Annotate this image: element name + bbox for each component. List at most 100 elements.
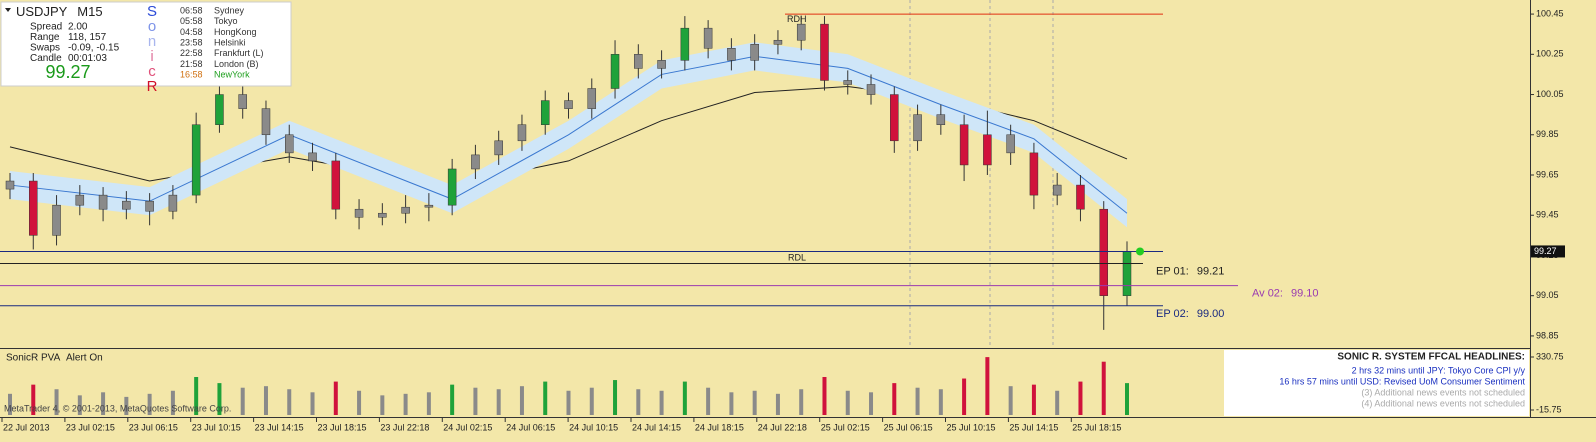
volume-bar xyxy=(287,389,292,415)
volume-bar xyxy=(985,357,990,415)
news-item: (4) Additional news events not scheduled xyxy=(1361,398,1525,408)
volume-bar xyxy=(752,390,757,415)
volume-bar xyxy=(636,389,641,415)
y-tick-label: 100.05 xyxy=(1536,89,1564,99)
bid-label: 99.27 xyxy=(1534,246,1557,256)
volume-bar xyxy=(380,395,385,415)
volume-bar xyxy=(613,380,618,415)
collapse-icon[interactable] xyxy=(5,8,11,12)
candle-body xyxy=(866,84,876,95)
x-tick-label: 25 Jul 14:15 xyxy=(1009,422,1058,432)
volume-bar xyxy=(1008,386,1013,415)
volume-bar xyxy=(450,384,455,415)
bid-dot xyxy=(1136,247,1144,256)
session-time: 21:58 xyxy=(180,59,203,69)
candle-body xyxy=(843,80,852,85)
level-name: RDL xyxy=(788,253,806,263)
bid-box xyxy=(1531,245,1565,258)
candle-body xyxy=(610,54,620,89)
volume-bar xyxy=(869,392,874,415)
volume-bar xyxy=(729,392,734,415)
news-item: 2 hrs 32 mins until JPY: Tokyo Core CPI … xyxy=(1352,365,1526,375)
candle-body xyxy=(168,194,178,212)
symbol: USDJPY M15 xyxy=(16,4,103,19)
candle-body xyxy=(238,94,247,109)
candle-body xyxy=(308,152,317,162)
session-city: Tokyo xyxy=(214,16,238,26)
volume-bar xyxy=(217,383,222,415)
candle-body xyxy=(1122,251,1132,296)
candle-body xyxy=(634,54,643,69)
info-label: Swaps xyxy=(30,43,60,54)
volume-bar xyxy=(240,387,245,415)
volume-bar xyxy=(426,392,431,415)
brand-letter: c xyxy=(148,63,156,80)
candle-body xyxy=(680,27,690,61)
volume-bar xyxy=(589,387,594,415)
volume-bar xyxy=(1031,384,1036,415)
candle-body xyxy=(959,124,969,166)
candle-body xyxy=(331,160,341,210)
news-item: (3) Additional news events not scheduled xyxy=(1361,387,1525,397)
candle-body xyxy=(890,94,899,142)
x-tick-label: 24 Jul 10:15 xyxy=(569,422,618,432)
candle-body xyxy=(983,134,992,166)
x-tick-label: 23 Jul 14:15 xyxy=(255,422,304,432)
volume-bar xyxy=(333,381,338,415)
brand-letter: S xyxy=(147,3,157,20)
x-tick-label: 24 Jul 22:18 xyxy=(758,422,807,432)
x-tick-label: 23 Jul 02:15 xyxy=(66,422,115,432)
candle-body xyxy=(122,200,131,210)
volume-bar xyxy=(31,384,36,415)
candle-body xyxy=(913,114,922,142)
x-tick-label: 22 Jul 2013 xyxy=(3,422,50,432)
candle-body xyxy=(354,208,364,218)
volume-bar xyxy=(1055,390,1060,415)
volume-bar xyxy=(822,377,827,415)
candle-body xyxy=(564,100,573,109)
candle-body xyxy=(471,154,480,170)
candle-body xyxy=(98,194,108,210)
volume-bar xyxy=(566,390,571,415)
candle-body xyxy=(145,200,154,212)
session-time: 06:58 xyxy=(180,5,203,15)
volume-bar xyxy=(1078,381,1083,415)
session-city: HongKong xyxy=(214,27,257,37)
candle-body xyxy=(796,23,806,41)
x-tick-label: 24 Jul 02:15 xyxy=(443,422,492,432)
x-tick-label: 23 Jul 18:15 xyxy=(318,422,367,432)
info-value: -0.09, -0.15 xyxy=(68,43,120,54)
candle-body xyxy=(1006,134,1015,154)
level-label: EP 01: 99.21 xyxy=(1156,265,1224,277)
x-tick-label: 24 Jul 18:15 xyxy=(695,422,744,432)
y-tick-label: 98.85 xyxy=(1536,330,1559,340)
candle-body xyxy=(1029,152,1039,196)
info-label: Spread xyxy=(30,22,62,33)
candle-body xyxy=(424,204,434,208)
candle-body xyxy=(447,168,457,206)
brand-letter: i xyxy=(150,48,153,65)
volume-bar xyxy=(799,389,804,415)
candle-body xyxy=(517,124,527,142)
info-label: Candle xyxy=(30,53,62,64)
news-panel xyxy=(1224,350,1529,416)
candle-body xyxy=(5,180,15,190)
volume-bar xyxy=(54,389,59,415)
y-tick-label: 100.45 xyxy=(1536,8,1564,18)
info-panel xyxy=(0,1,292,87)
info-value: 00:01:03 xyxy=(68,53,107,64)
session-time: 05:58 xyxy=(180,16,203,26)
volume-bar xyxy=(706,387,711,415)
volume-bar xyxy=(357,390,362,415)
volume-bar xyxy=(8,393,12,415)
session-city: Frankfurt (L) xyxy=(214,48,264,58)
copyright: MetaTrader 4, © 2001-2013, MetaQuotes So… xyxy=(4,403,231,413)
info-value: 2.00 xyxy=(68,22,88,33)
volume-bar xyxy=(170,390,175,415)
brand-letter: R xyxy=(147,78,158,95)
x-tick-label: 25 Jul 06:15 xyxy=(884,422,933,432)
candle-body xyxy=(75,194,85,206)
volume-bar xyxy=(845,390,850,415)
level-value: 99.00 xyxy=(1197,308,1225,320)
volume-bar xyxy=(310,392,315,415)
